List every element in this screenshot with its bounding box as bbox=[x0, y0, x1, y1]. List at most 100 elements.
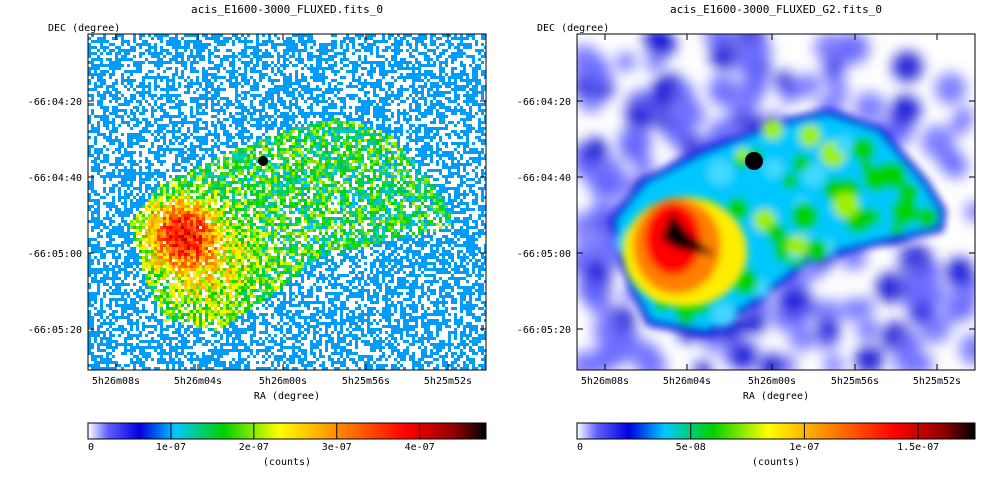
pixel bbox=[403, 100, 406, 103]
pixel bbox=[316, 196, 319, 199]
pixel bbox=[241, 196, 244, 199]
pixel bbox=[154, 202, 157, 205]
pixel bbox=[139, 205, 142, 208]
pixel bbox=[193, 169, 196, 172]
pixel bbox=[175, 52, 178, 55]
pixel bbox=[469, 214, 472, 217]
pixel bbox=[349, 154, 352, 157]
pixel bbox=[244, 52, 247, 55]
pixel bbox=[226, 175, 229, 178]
pixel bbox=[331, 118, 334, 121]
pixel bbox=[313, 127, 316, 130]
pixel bbox=[481, 97, 484, 100]
pixel bbox=[139, 211, 142, 214]
pixel bbox=[298, 199, 301, 202]
pixel bbox=[262, 67, 265, 70]
pixel bbox=[346, 205, 349, 208]
pixel bbox=[304, 163, 307, 166]
pixel bbox=[394, 184, 397, 187]
pixel bbox=[367, 169, 370, 172]
pixel bbox=[310, 64, 313, 67]
pixel bbox=[220, 34, 223, 37]
pixel bbox=[175, 205, 178, 208]
pixel bbox=[97, 202, 100, 205]
pixel bbox=[388, 37, 391, 40]
pixel bbox=[217, 109, 220, 112]
pixel bbox=[157, 169, 160, 172]
pixel bbox=[205, 124, 208, 127]
pixel bbox=[169, 94, 172, 97]
pixel bbox=[337, 145, 340, 148]
pixel bbox=[358, 184, 361, 187]
pixel bbox=[187, 187, 190, 190]
pixel bbox=[199, 145, 202, 148]
pixel bbox=[376, 61, 379, 64]
pixel bbox=[406, 112, 409, 115]
pixel bbox=[373, 61, 376, 64]
pixel bbox=[235, 154, 238, 157]
pixel bbox=[445, 133, 448, 136]
pixel bbox=[433, 133, 436, 136]
pixel bbox=[367, 178, 370, 181]
pixel bbox=[169, 187, 172, 190]
pixel bbox=[454, 130, 457, 133]
pixel bbox=[484, 178, 486, 181]
pixel bbox=[418, 205, 421, 208]
pixel bbox=[256, 55, 259, 58]
pixel bbox=[421, 178, 424, 181]
pixel bbox=[247, 79, 250, 82]
pixel bbox=[430, 109, 433, 112]
pixel bbox=[355, 187, 358, 190]
pixel bbox=[244, 55, 247, 58]
pixel bbox=[331, 106, 334, 109]
pixel bbox=[415, 94, 418, 97]
pixel bbox=[187, 82, 190, 85]
pixel bbox=[442, 127, 445, 130]
pixel bbox=[445, 58, 448, 61]
pixel bbox=[316, 190, 319, 193]
pixel bbox=[442, 79, 445, 82]
pixel bbox=[475, 43, 478, 46]
pixel bbox=[181, 55, 184, 58]
pixel bbox=[106, 202, 109, 205]
pixel bbox=[148, 151, 151, 154]
pixel bbox=[106, 136, 109, 139]
pixel bbox=[427, 145, 430, 148]
pixel bbox=[469, 79, 472, 82]
pixel bbox=[97, 154, 100, 157]
pixel bbox=[160, 115, 163, 118]
pixel bbox=[445, 145, 448, 148]
pixel bbox=[178, 43, 181, 46]
pixel bbox=[298, 40, 301, 43]
pixel bbox=[151, 142, 154, 145]
pixel bbox=[334, 139, 337, 142]
pixel bbox=[163, 172, 166, 175]
pixel bbox=[241, 97, 244, 100]
pixel bbox=[241, 85, 244, 88]
pixel bbox=[121, 55, 124, 58]
pixel bbox=[199, 94, 202, 97]
pixel bbox=[391, 145, 394, 148]
pixel bbox=[472, 100, 475, 103]
pixel bbox=[355, 34, 358, 37]
pixel bbox=[331, 70, 334, 73]
pixel bbox=[349, 40, 352, 43]
pixel bbox=[316, 145, 319, 148]
pixel bbox=[163, 205, 166, 208]
pixel bbox=[379, 64, 382, 67]
pixel bbox=[265, 61, 268, 64]
pixel bbox=[163, 208, 166, 211]
pixel bbox=[283, 163, 286, 166]
pixel bbox=[160, 196, 163, 199]
pixel bbox=[361, 190, 364, 193]
pixel bbox=[328, 151, 331, 154]
pixel bbox=[253, 148, 256, 151]
pixel bbox=[451, 175, 454, 178]
pixel bbox=[154, 130, 157, 133]
pixel bbox=[292, 178, 295, 181]
pixel bbox=[388, 127, 391, 130]
pixel bbox=[241, 157, 244, 160]
pixel bbox=[115, 94, 118, 97]
pixel bbox=[463, 88, 466, 91]
pixel bbox=[364, 130, 367, 133]
